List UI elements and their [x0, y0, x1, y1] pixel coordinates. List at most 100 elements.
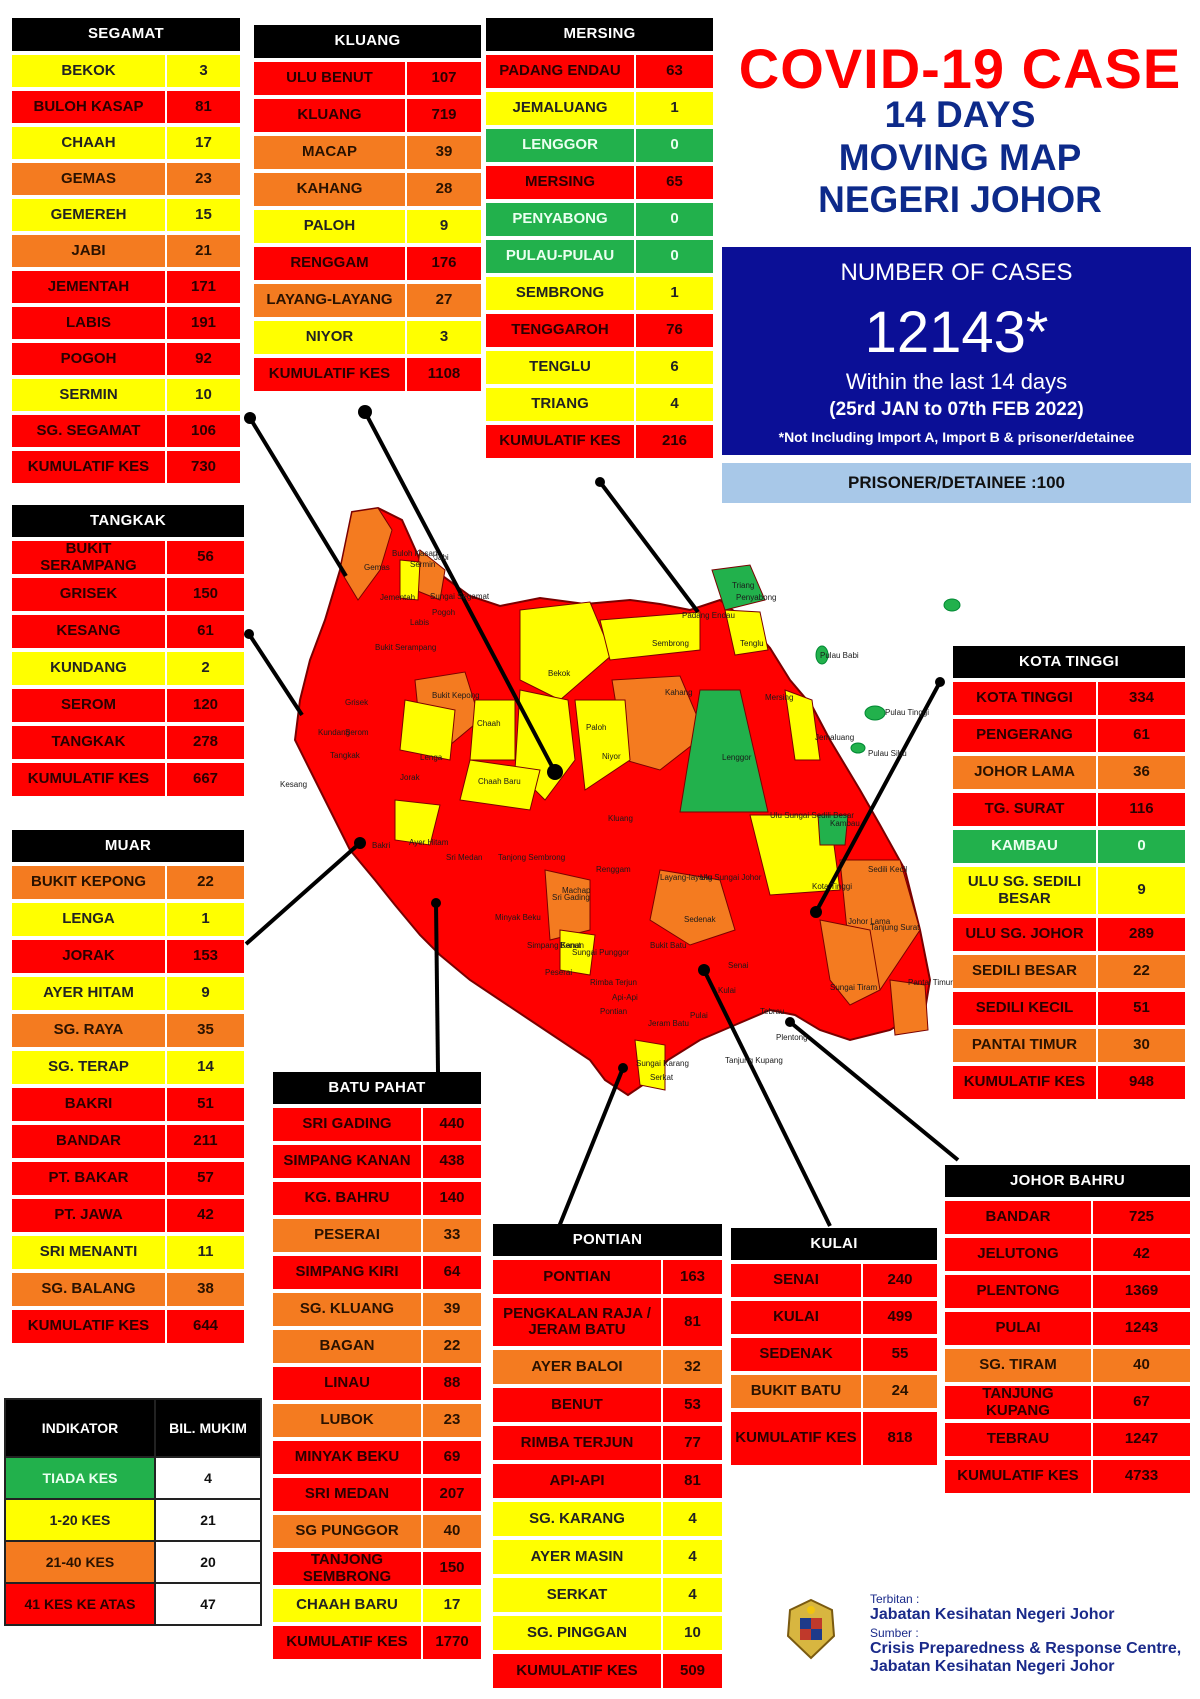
map-place-label: Jemaluang [815, 733, 854, 742]
legend-label: 1-20 KES [4, 1498, 156, 1542]
dot-kota-tinggi [935, 677, 945, 687]
mukim-count: 440 [421, 1108, 481, 1141]
mukim-count: 40 [1091, 1349, 1190, 1382]
mukim-count: 107 [405, 62, 481, 95]
mukim-name: BANDAR [945, 1201, 1091, 1234]
mukim-name: SENAI [731, 1264, 861, 1297]
mukim-count: 23 [421, 1404, 481, 1437]
total-label: KUMULATIF KES [731, 1412, 861, 1465]
total-count: 948 [1096, 1066, 1185, 1099]
mukim-name: SG. KLUANG [273, 1293, 421, 1326]
mukim-count: 1247 [1091, 1423, 1190, 1456]
mukim-name: CHAAH BARU [273, 1589, 421, 1622]
leader-johor-bahru [788, 1020, 960, 1162]
map-area-lenggor [679, 689, 769, 813]
mukim-count: 163 [661, 1260, 722, 1294]
map-area-johor-lama [819, 919, 881, 1006]
map-island-4 [850, 742, 866, 754]
mukim-count: 36 [1096, 756, 1185, 789]
mukim-count: 106 [165, 415, 240, 447]
case-total: 12143* [864, 300, 1049, 365]
map-place-label: Minyak Beku [495, 913, 541, 922]
map-place-label: Pontian [600, 1007, 627, 1016]
legend-label: 41 KES KE ATAS [4, 1582, 156, 1626]
mukim-name: AYER HITAM [12, 977, 165, 1010]
mukim-name: TANGKAK [12, 726, 165, 759]
mukim-count: 39 [421, 1293, 481, 1326]
mukim-count: 1369 [1091, 1275, 1190, 1308]
mukim-count: 81 [661, 1298, 722, 1346]
map-area-penyabong [711, 564, 766, 611]
mukim-name: PONTIAN [493, 1260, 661, 1294]
mukim-count: 38 [165, 1273, 244, 1306]
map-place-label: Ulu Sungai Sedili Besar [770, 811, 854, 820]
legend-count: 4 [154, 1456, 262, 1500]
mukim-count: 1 [165, 903, 244, 936]
mukim-name: SEMBRONG [486, 277, 634, 310]
mukim-count: 438 [421, 1145, 481, 1178]
map-place-label: Bekok [548, 669, 571, 678]
map-place-label: Tanjung Kupang [725, 1056, 783, 1065]
map-place-label: Bukit Batu [650, 941, 686, 950]
mukim-count: 22 [421, 1330, 481, 1363]
map-place-label: Grisek [345, 698, 369, 707]
mukim-name: SERKAT [493, 1578, 661, 1612]
map-place-label: Bukit Serampang [375, 643, 436, 652]
mukim-name: RIMBA TERJUN [493, 1426, 661, 1460]
total-count: 667 [165, 763, 244, 796]
mukim-name: SRI GADING [273, 1108, 421, 1141]
leader-lines [244, 411, 960, 1255]
mukim-name: POGOH [12, 343, 165, 375]
map-place-label: Bakri [372, 841, 390, 850]
mukim-count: 1 [634, 277, 713, 310]
mukim-count: 77 [661, 1426, 722, 1460]
mukim-count: 150 [421, 1552, 481, 1585]
page-subtitle: 14 DAYS MOVING MAP NEGERI JOHOR [720, 94, 1200, 222]
legend-count: 20 [154, 1540, 262, 1584]
total-count: 216 [634, 425, 713, 458]
mukim-name: GRISEK [12, 578, 165, 611]
mukim-name: LENGGOR [486, 129, 634, 162]
map-area-layang [649, 869, 736, 946]
map-place-label: Tebrau [760, 1007, 784, 1016]
mukim-count: 0 [634, 240, 713, 273]
mukim-name: GEMEREH [12, 199, 165, 231]
source-line-2: Jabatan Kesihatan Negeri Johor [870, 1658, 1115, 1675]
district-table-johor-bahru: JOHOR BAHRU BANDAR 725 JELUTONG 42 PLENTONG 13… [945, 1161, 1190, 1497]
map-place-label: Serkat [650, 1073, 674, 1082]
mukim-count: 51 [165, 1088, 244, 1121]
mukim-name: LAYANG-LAYANG [254, 284, 405, 317]
map-area-machap [544, 869, 591, 941]
mukim-name: SEROM [12, 689, 165, 722]
mukim-count: 171 [165, 271, 240, 303]
map-place-label: Bukit Kepong [432, 691, 480, 700]
map-place-label: Jementah [380, 593, 415, 602]
map-place-label: Sungai Karang [636, 1059, 689, 1068]
mukim-count: 61 [165, 615, 244, 648]
legend-count: 47 [154, 1582, 262, 1626]
mukim-name: KULAI [731, 1301, 861, 1334]
mukim-name: JEMALUANG [486, 92, 634, 125]
district-title: KLUANG [254, 25, 481, 58]
legend-count: 21 [154, 1498, 262, 1542]
mukim-name: PESERAI [273, 1219, 421, 1252]
mukim-name: SIMPANG KIRI [273, 1256, 421, 1289]
map-place-label: Pulau Sibu [868, 749, 907, 758]
mukim-name: SEDILI BESAR [953, 955, 1096, 988]
leader-kota-tinggi [814, 681, 942, 913]
mukim-name: AYER MASIN [493, 1540, 661, 1574]
mukim-name: ULU BENUT [254, 62, 405, 95]
mukim-name: BAKRI [12, 1088, 165, 1121]
total-count: 509 [661, 1654, 722, 1688]
map-place-label: Buloh Kasap [392, 549, 438, 558]
mukim-count: 1243 [1091, 1312, 1190, 1345]
leader-batu-pahat [434, 902, 440, 1073]
mukim-name: PENGERANG [953, 719, 1096, 752]
mukim-count: 65 [634, 166, 713, 199]
district-title: TANGKAK [12, 505, 244, 537]
map-island-2 [815, 645, 829, 665]
mukim-name: TG. SURAT [953, 793, 1096, 826]
map-area-gemas [339, 507, 393, 601]
total-count: 1108 [405, 358, 481, 391]
map-place-label: Chaah Baru [478, 777, 521, 786]
